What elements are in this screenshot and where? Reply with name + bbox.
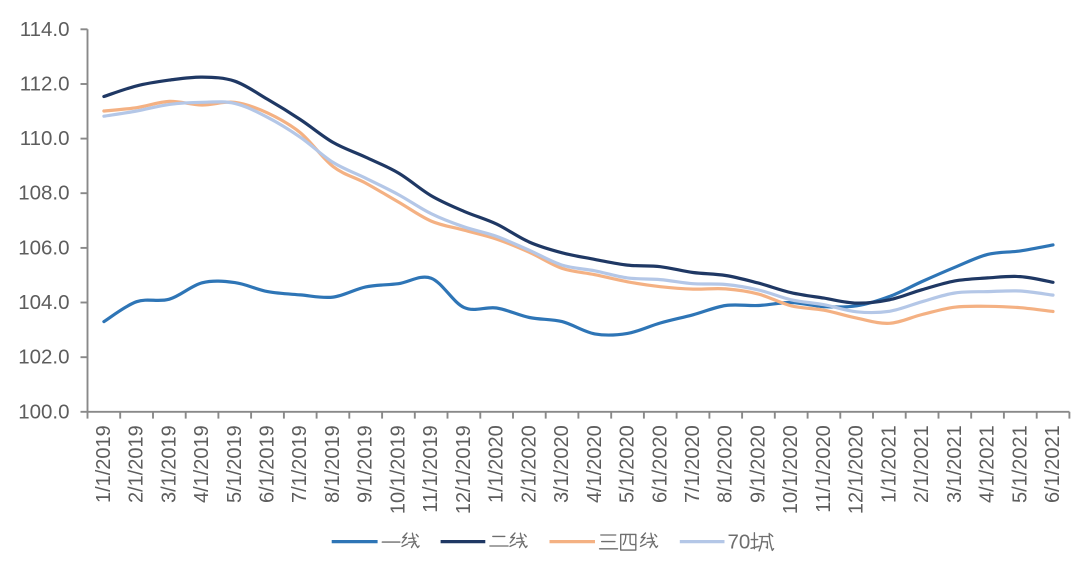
svg-text:110.0: 110.0 (20, 127, 70, 150)
svg-text:114.0: 114.0 (20, 18, 70, 41)
svg-text:9/1/2019: 9/1/2019 (355, 425, 377, 503)
svg-text:2/1/2020: 2/1/2020 (518, 425, 540, 503)
svg-text:1/1/2019: 1/1/2019 (93, 425, 115, 503)
svg-text:11/1/2020: 11/1/2020 (813, 425, 835, 513)
svg-text:10/1/2020: 10/1/2020 (780, 425, 802, 514)
svg-text:70: 70 (728, 531, 751, 554)
svg-text:104.0: 104.0 (18, 291, 69, 314)
svg-text:6/1/2019: 6/1/2019 (257, 425, 279, 503)
svg-text:7/1/2020: 7/1/2020 (682, 425, 704, 503)
svg-text:102.0: 102.0 (18, 346, 69, 369)
svg-text:1/1/2021: 1/1/2021 (878, 425, 900, 503)
svg-text:5/1/2020: 5/1/2020 (617, 425, 639, 503)
svg-text:10/1/2019: 10/1/2019 (387, 425, 409, 514)
svg-text:4/1/2019: 4/1/2019 (191, 425, 213, 503)
svg-text:106.0: 106.0 (18, 236, 69, 259)
svg-text:4/1/2021: 4/1/2021 (977, 425, 999, 503)
svg-text:108.0: 108.0 (18, 182, 69, 205)
svg-text:2/1/2019: 2/1/2019 (126, 425, 148, 503)
svg-text:5/1/2021: 5/1/2021 (1009, 425, 1031, 503)
svg-text:12/1/2020: 12/1/2020 (846, 425, 868, 514)
svg-text:3/1/2020: 3/1/2020 (551, 425, 573, 503)
svg-text:5/1/2019: 5/1/2019 (224, 425, 246, 503)
svg-text:2/1/2021: 2/1/2021 (911, 425, 933, 503)
svg-text:11/1/2019: 11/1/2019 (420, 425, 442, 513)
svg-text:6/1/2020: 6/1/2020 (649, 425, 671, 503)
svg-text:12/1/2019: 12/1/2019 (453, 425, 475, 514)
svg-text:8/1/2020: 8/1/2020 (715, 425, 737, 503)
svg-text:1/1/2020: 1/1/2020 (486, 425, 508, 503)
svg-text:9/1/2020: 9/1/2020 (748, 425, 770, 503)
svg-text:8/1/2019: 8/1/2019 (322, 425, 344, 503)
svg-text:4/1/2020: 4/1/2020 (584, 425, 606, 503)
svg-text:112.0: 112.0 (20, 73, 70, 96)
svg-text:3/1/2021: 3/1/2021 (944, 425, 966, 503)
svg-text:7/1/2019: 7/1/2019 (289, 425, 311, 503)
svg-text:6/1/2021: 6/1/2021 (1042, 425, 1064, 503)
svg-text:3/1/2019: 3/1/2019 (158, 425, 180, 503)
svg-text:100.0: 100.0 (18, 400, 69, 423)
